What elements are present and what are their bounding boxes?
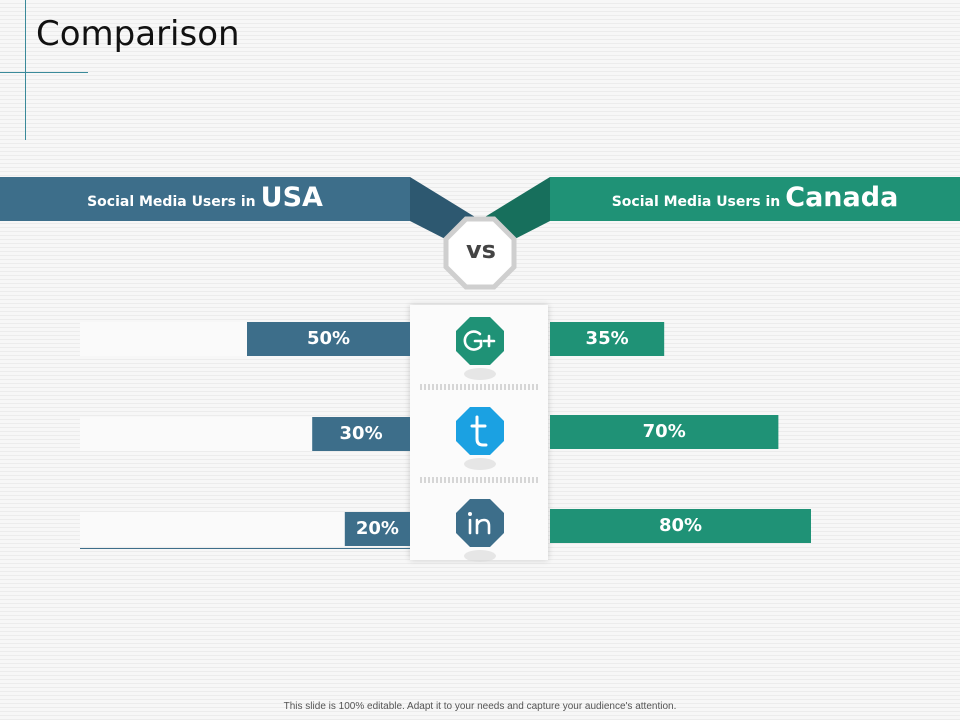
- canada-value-label: 70%: [642, 421, 686, 442]
- linkedin-icon: [452, 496, 508, 566]
- canada-value-label: 35%: [585, 328, 629, 349]
- usa-value-label: 20%: [355, 518, 399, 539]
- usa-bar-tumblr: [312, 417, 410, 451]
- vs-connector: [410, 177, 550, 290]
- decorative-line-vertical: [25, 0, 26, 140]
- axis-baseline: [80, 548, 410, 549]
- vs-octagon: [443, 216, 517, 290]
- canada-bar-tumblr: [550, 415, 779, 449]
- canada-bar-linkedin: [550, 509, 811, 543]
- separator: [420, 477, 540, 483]
- usa-value-label: 50%: [306, 328, 351, 349]
- google-plus-icon: [452, 314, 508, 384]
- tumblr-icon: [452, 404, 508, 474]
- canada-value-label: 80%: [658, 515, 703, 536]
- usa-banner-country: USA: [260, 181, 323, 213]
- decorative-line-horizontal: [0, 72, 88, 73]
- usa-bar-linkedin: [344, 512, 410, 546]
- vs-label: vs: [466, 236, 496, 264]
- usa-banner: Social Media Users in USA: [0, 177, 410, 221]
- usa-value-label: 30%: [339, 423, 383, 444]
- separator: [420, 384, 540, 390]
- canada-banner: Social Media Users in Canada: [550, 177, 960, 221]
- slide-title: Comparison: [36, 14, 240, 54]
- footer-note: This slide is 100% editable. Adapt it to…: [283, 701, 677, 712]
- canada-banner-country: Canada: [785, 181, 899, 213]
- canada-bar-google: [550, 322, 665, 356]
- usa-banner-prefix: Social Media Users in: [87, 193, 256, 210]
- canada-banner-prefix: Social Media Users in: [611, 193, 781, 210]
- usa-bar-google: [247, 322, 410, 356]
